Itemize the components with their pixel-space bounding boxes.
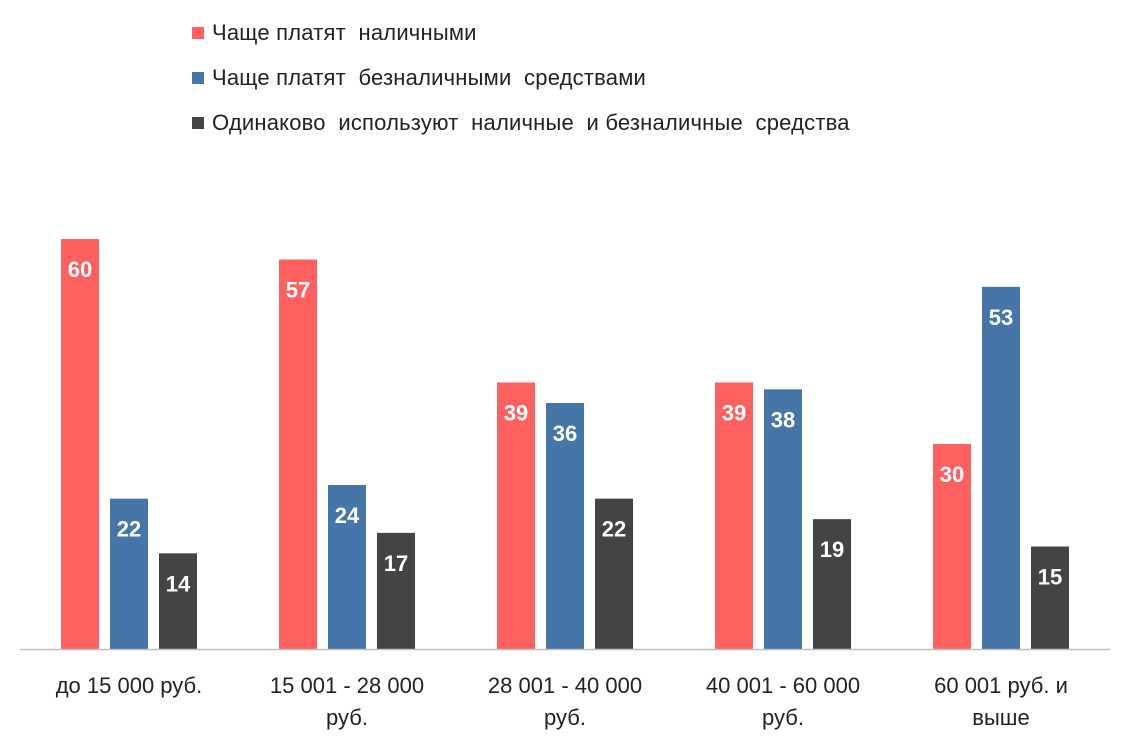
- data-label-s0-c1: 57: [286, 278, 310, 303]
- data-label-s2-c4: 15: [1038, 565, 1062, 590]
- data-label-s2-c2: 22: [602, 517, 626, 542]
- data-label-s1-c0: 22: [117, 517, 141, 542]
- data-label-s1-c2: 36: [553, 421, 577, 446]
- legend-item-equal: Одинаково используют наличные и безналич…: [192, 108, 850, 138]
- category-label-3-line-1: руб.: [762, 705, 804, 730]
- bar-s2-c3: [813, 519, 851, 649]
- legend-item-cash: Чаще платят наличными: [192, 18, 850, 48]
- data-label-s2-c1: 17: [384, 551, 408, 576]
- category-label-4-line-1: выше: [972, 705, 1029, 730]
- category-label-4-line-0: 60 001 руб. и: [934, 673, 1068, 698]
- data-label-s0-c4: 30: [940, 462, 964, 487]
- bar-s2-c0: [159, 553, 197, 649]
- legend-swatch-equal: [192, 117, 204, 129]
- bar-s2-c4: [1031, 546, 1069, 649]
- legend-label-equal: Одинаково используют наличные и безналич…: [212, 110, 850, 135]
- legend-label-cashless: Чаще платят безналичными средствами: [212, 65, 647, 90]
- legend-swatch-cashless: [192, 72, 204, 84]
- data-label-s0-c2: 39: [504, 401, 528, 426]
- legend-item-cashless: Чаще платят безналичными средствами: [192, 63, 850, 93]
- data-label-s0-c0: 60: [68, 257, 92, 282]
- category-label-2-line-1: руб.: [544, 705, 586, 730]
- bar-s0-c1: [279, 259, 317, 649]
- category-label-0-line-0: до 15 000 руб.: [56, 673, 203, 698]
- data-label-s2-c0: 14: [166, 571, 191, 596]
- bar-s1-c3: [764, 389, 802, 649]
- bar-s1-c2: [546, 403, 584, 649]
- category-label-1-line-0: 15 001 - 28 000: [270, 673, 424, 698]
- category-label-3-line-0: 40 001 - 60 000: [706, 673, 860, 698]
- bar-s0-c3: [715, 382, 753, 649]
- bar-s0-c4: [933, 444, 971, 649]
- data-label-s1-c4: 53: [989, 305, 1013, 330]
- bar-s1-c4: [982, 286, 1020, 649]
- category-label-1-line-1: руб.: [326, 705, 368, 730]
- category-label-2-line-0: 28 001 - 40 000: [488, 673, 642, 698]
- data-label-s0-c3: 39: [722, 401, 746, 426]
- legend-swatch-cash: [192, 27, 204, 39]
- bar-s2-c2: [595, 498, 633, 649]
- bar-s1-c1: [328, 485, 366, 649]
- bar-s1-c0: [110, 498, 148, 649]
- legend: Чаще платят наличными Чаще платят безнал…: [192, 18, 850, 153]
- data-label-s2-c3: 19: [820, 537, 844, 562]
- data-label-s1-c3: 38: [771, 407, 795, 432]
- legend-label-cash: Чаще платят наличными: [212, 20, 477, 45]
- data-label-s1-c1: 24: [335, 503, 360, 528]
- bar-s0-c2: [497, 382, 535, 649]
- bar-s2-c1: [377, 532, 415, 649]
- bar-s0-c0: [61, 239, 99, 649]
